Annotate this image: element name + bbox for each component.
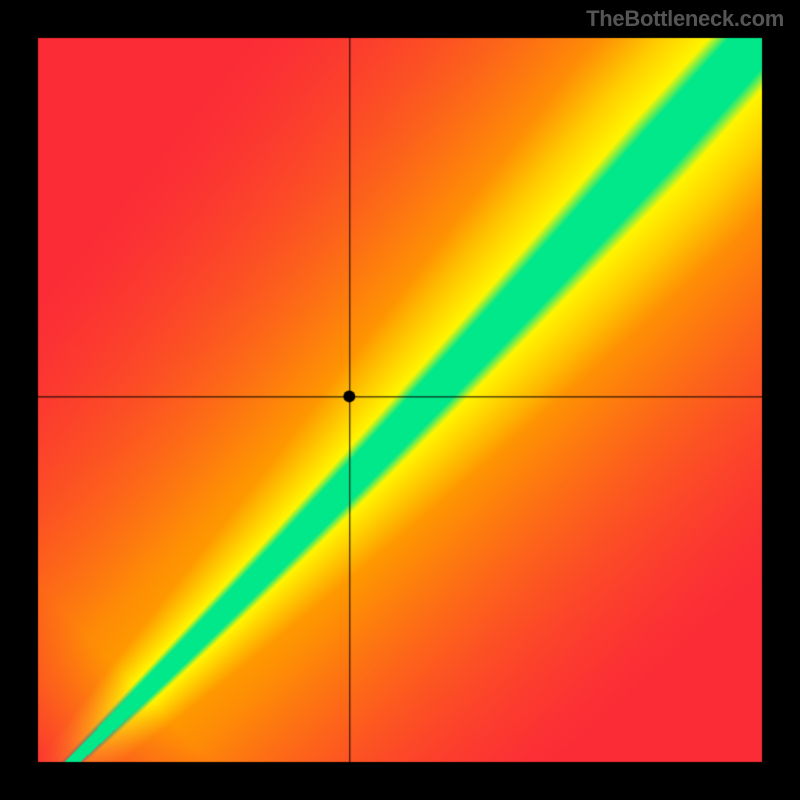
chart-container: TheBottleneck.com — [0, 0, 800, 800]
heatmap-canvas — [0, 0, 800, 800]
watermark-text: TheBottleneck.com — [586, 6, 784, 32]
